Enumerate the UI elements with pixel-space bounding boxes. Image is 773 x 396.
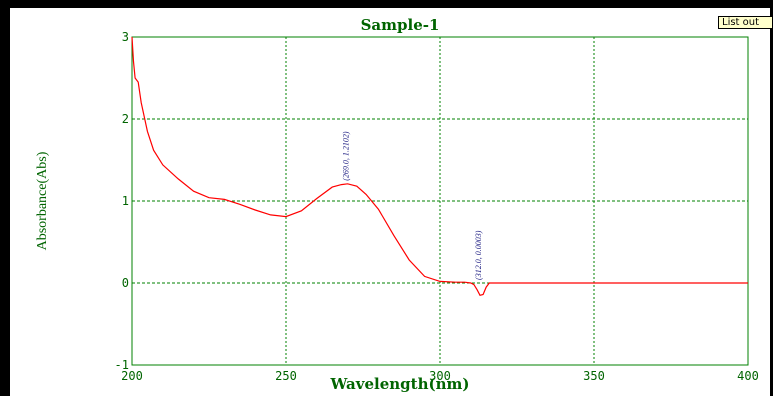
x-tick-label: 350 [583, 369, 605, 383]
peak-annotation: (312.0, 0.0003) [474, 230, 483, 280]
y-tick-label: 0 [122, 276, 129, 290]
y-axis-ticks: 3 2 1 0 -1 [115, 30, 129, 372]
chart-window [10, 8, 770, 396]
x-tick-label: 250 [275, 369, 297, 383]
x-tick-label: 300 [429, 369, 451, 383]
y-tick-label: 2 [122, 112, 129, 126]
chart-title: Sample-1 [361, 16, 440, 34]
y-axis-label: Absorbance(Abs) [35, 151, 50, 250]
peak-annotation: (269.0, 1.2102) [342, 131, 351, 181]
y-tick-label: 3 [122, 30, 129, 44]
y-tick-label: 1 [122, 194, 129, 208]
x-tick-label: 200 [121, 369, 143, 383]
absorbance-curve [131, 36, 748, 296]
x-axis-ticks: 200 250 300 350 400 [121, 369, 759, 383]
x-tick-label: 400 [737, 369, 759, 383]
x-axis-label: Wavelength(nm) [330, 375, 470, 393]
grid-lines [132, 37, 748, 365]
y-tick-label: -1 [115, 358, 129, 372]
plot-border [131, 36, 749, 366]
peak-annotations: (269.0, 1.2102) (312.0, 0.0003) [342, 131, 483, 280]
